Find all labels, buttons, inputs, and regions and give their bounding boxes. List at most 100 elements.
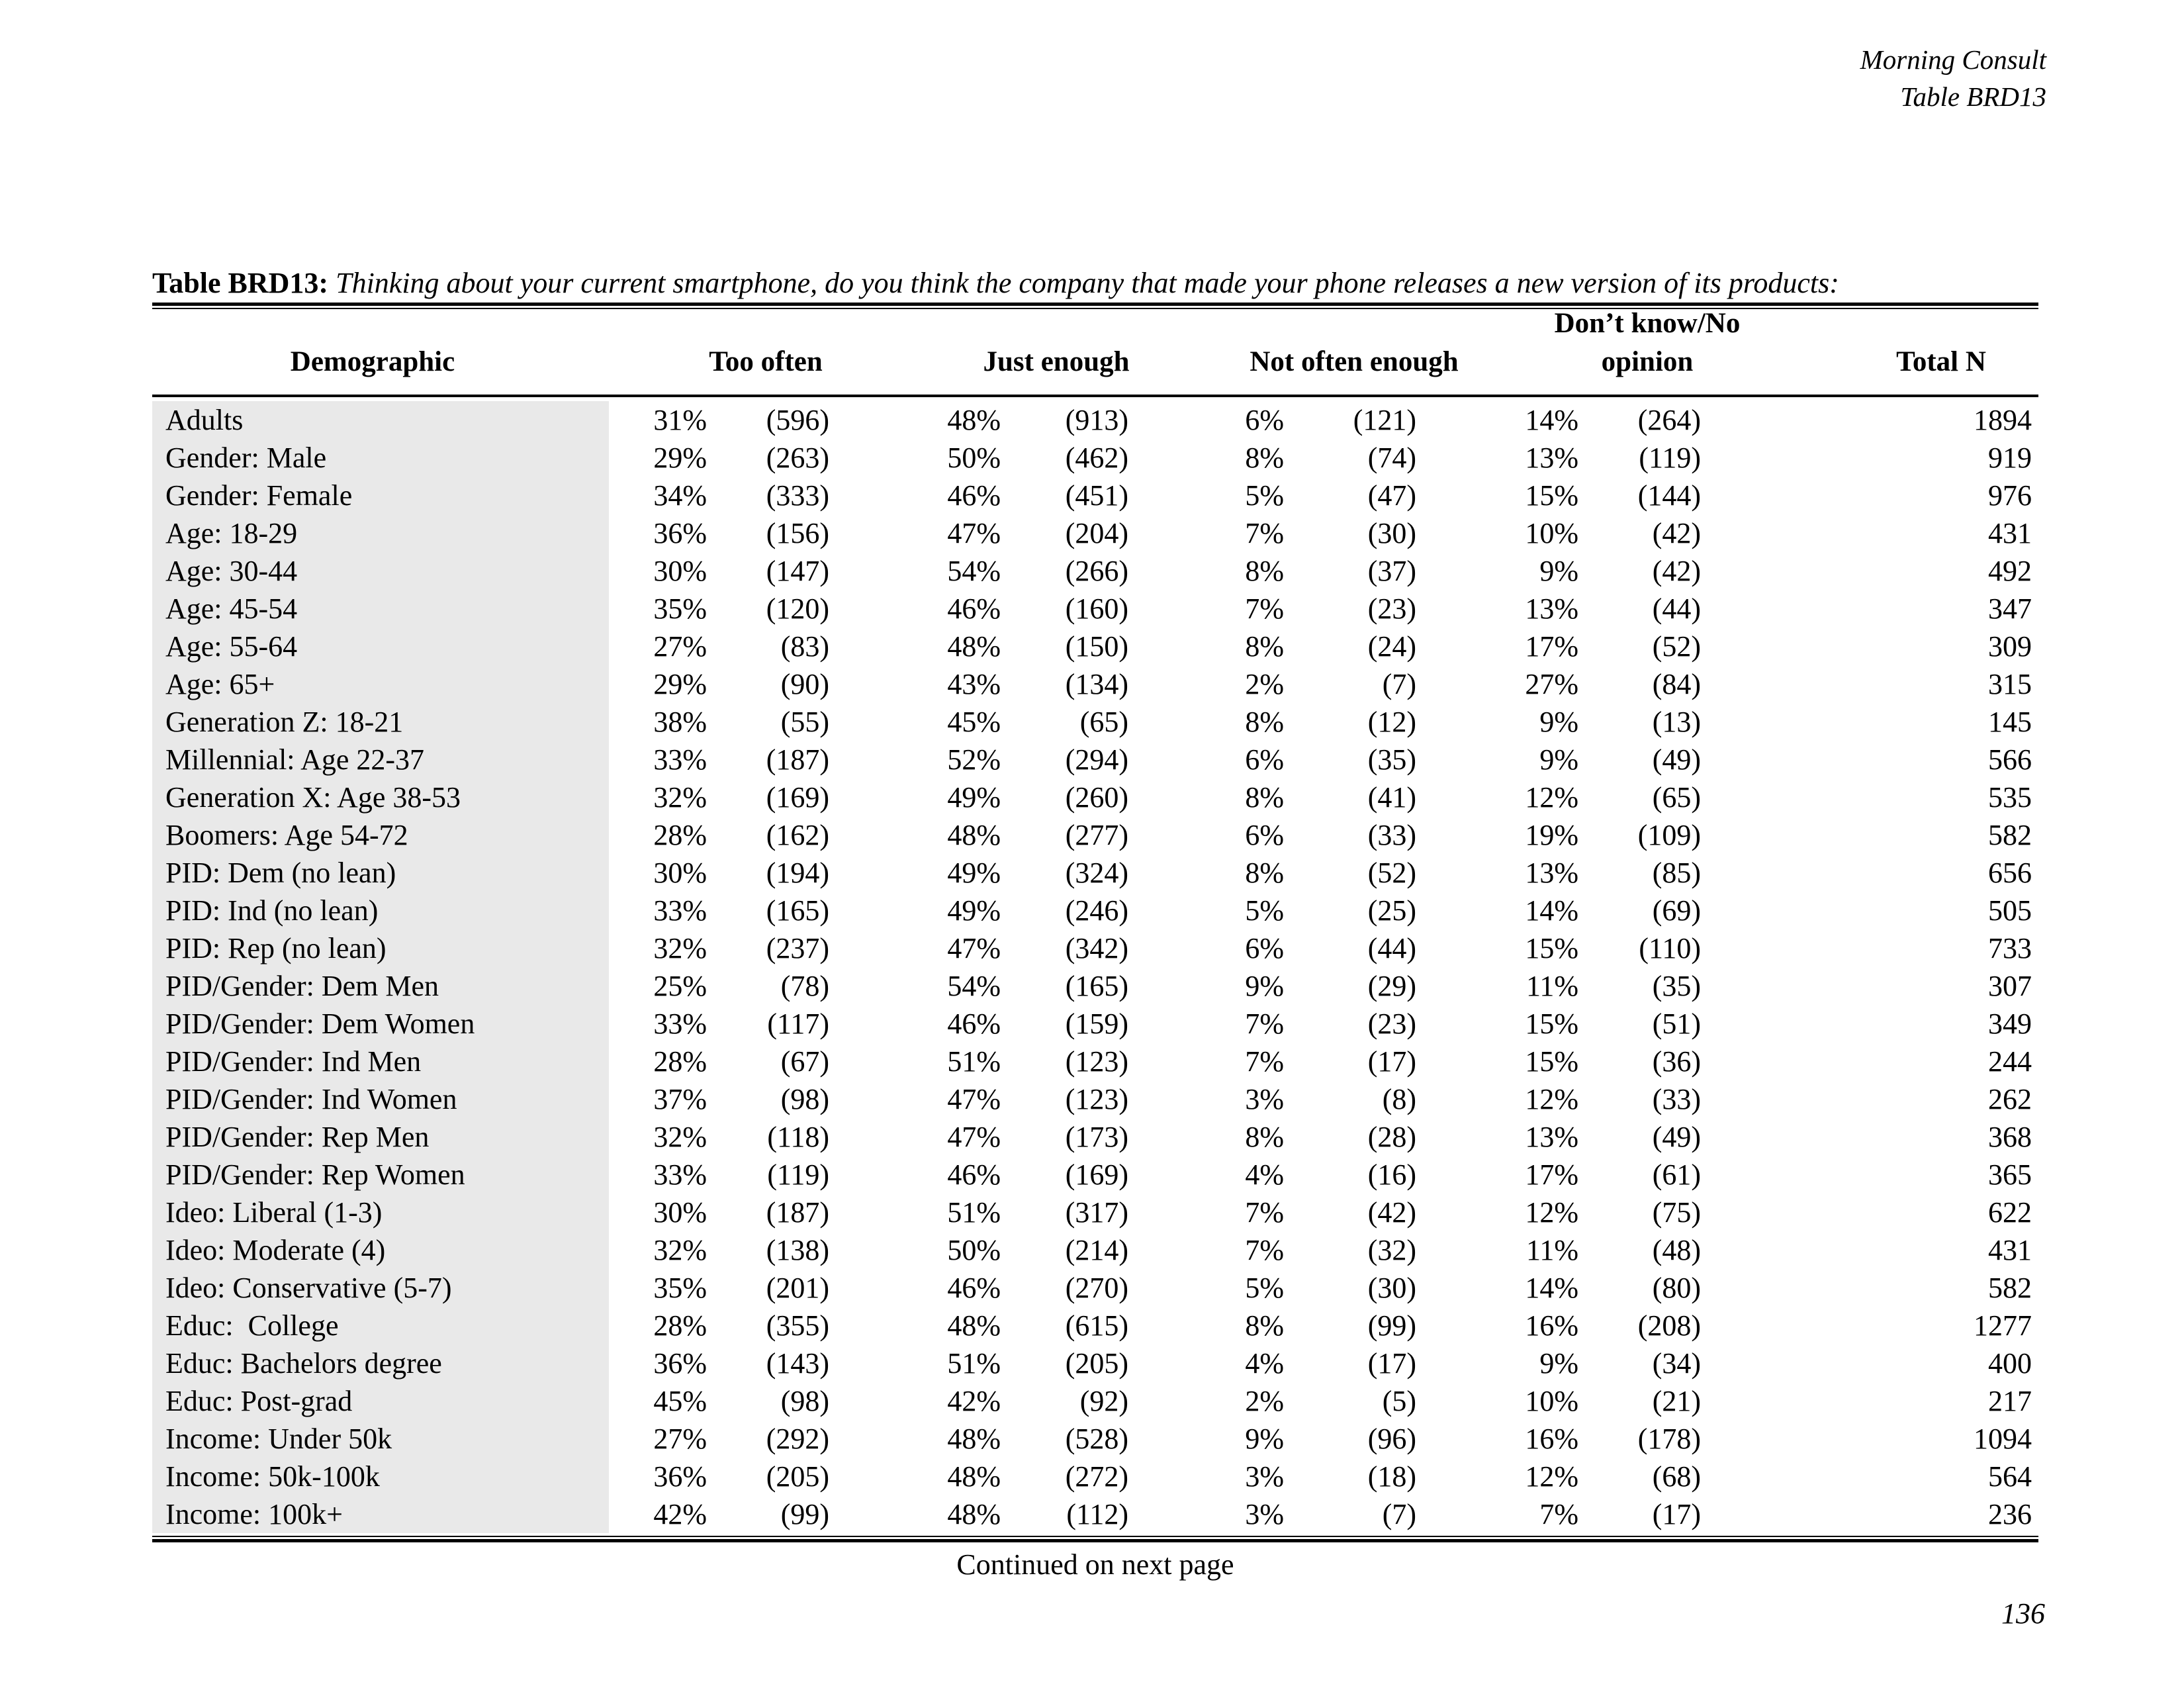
table-row: Boomers: Age 54-72 28% (162) 48% (277) 6… — [152, 816, 2038, 854]
row-just-enough-n: (272) — [1065, 1460, 1128, 1493]
row-too-often-n: (98) — [780, 1385, 829, 1417]
row-just-enough-pct: 51% — [947, 1196, 1001, 1229]
row-just-enough-n: (270) — [1065, 1272, 1128, 1304]
row-demographic: Age: 45-54 — [152, 590, 609, 628]
continued-note: Continued on next page — [956, 1548, 1234, 1581]
table-row: Ideo: Conservative (5-7) 35% (201) 46% (… — [152, 1269, 2038, 1307]
row-not-often-n: (47) — [1367, 479, 1416, 512]
row-dont-know-pct: 10% — [1525, 517, 1578, 549]
row-just-enough-n: (294) — [1065, 743, 1128, 776]
row-just-enough-pct: 46% — [947, 479, 1001, 512]
row-not-often-n: (7) — [1382, 1498, 1416, 1530]
row-demographic: Income: 100k+ — [152, 1495, 609, 1533]
row-total-n: 656 — [1988, 857, 2032, 889]
row-not-often-pct: 5% — [1245, 479, 1284, 512]
row-just-enough-n: (266) — [1065, 555, 1128, 587]
row-total-n: 368 — [1988, 1121, 2032, 1153]
row-demographic: PID/Gender: Ind Men — [152, 1043, 609, 1080]
row-dont-know-pct: 16% — [1525, 1423, 1578, 1455]
row-dont-know-pct: 19% — [1525, 819, 1578, 851]
row-just-enough-n: (342) — [1065, 932, 1128, 964]
row-not-often-n: (7) — [1382, 668, 1416, 700]
table-row: Income: 50k-100k 36% (205) 48% (272) 3% … — [152, 1458, 2038, 1495]
row-just-enough-n: (324) — [1065, 857, 1128, 889]
bottom-rule-thin — [152, 1536, 2038, 1537]
row-just-enough-pct: 51% — [947, 1347, 1001, 1380]
row-demographic: Millennial: Age 22-37 — [152, 741, 609, 778]
row-dont-know-pct: 9% — [1539, 743, 1578, 776]
row-dont-know-pct: 7% — [1539, 1498, 1578, 1530]
row-not-often-n: (121) — [1353, 404, 1416, 436]
row-not-often-pct: 5% — [1245, 894, 1284, 927]
row-not-often-n: (24) — [1367, 630, 1416, 663]
row-too-often-n: (292) — [766, 1423, 829, 1455]
row-too-often-n: (120) — [766, 592, 829, 625]
row-just-enough-n: (214) — [1065, 1234, 1128, 1266]
row-not-often-pct: 4% — [1245, 1158, 1284, 1191]
row-just-enough-pct: 48% — [947, 1309, 1001, 1342]
table-row: PID/Gender: Dem Women 33% (117) 46% (159… — [152, 1005, 2038, 1043]
row-total-n: 145 — [1988, 706, 2032, 738]
row-total-n: 262 — [1988, 1083, 2032, 1115]
row-too-often-n: (194) — [766, 857, 829, 889]
row-just-enough-n: (277) — [1065, 819, 1128, 851]
row-total-n: 976 — [1988, 479, 2032, 512]
row-just-enough-pct: 54% — [947, 555, 1001, 587]
row-not-often-pct: 8% — [1245, 1309, 1284, 1342]
row-not-often-pct: 9% — [1245, 970, 1284, 1002]
row-demographic: Ideo: Liberal (1-3) — [152, 1194, 609, 1231]
row-not-often-n: (17) — [1367, 1045, 1416, 1078]
row-just-enough-n: (246) — [1065, 894, 1128, 927]
row-total-n: 733 — [1988, 932, 2032, 964]
row-not-often-n: (12) — [1367, 706, 1416, 738]
row-not-often-n: (74) — [1367, 442, 1416, 474]
row-just-enough-pct: 48% — [947, 819, 1001, 851]
row-total-n: 315 — [1988, 668, 2032, 700]
row-demographic: Boomers: Age 54-72 — [152, 816, 609, 854]
row-too-often-pct: 30% — [653, 555, 707, 587]
row-not-often-pct: 5% — [1245, 1272, 1284, 1304]
row-dont-know-n: (17) — [1652, 1498, 1701, 1530]
row-too-often-n: (355) — [766, 1309, 829, 1342]
row-dont-know-pct: 13% — [1525, 592, 1578, 625]
row-just-enough-pct: 42% — [947, 1385, 1001, 1417]
row-total-n: 1277 — [1974, 1309, 2032, 1342]
row-dont-know-n: (65) — [1652, 781, 1701, 814]
row-not-often-n: (23) — [1367, 592, 1416, 625]
row-dont-know-n: (85) — [1652, 857, 1701, 889]
header-rule — [152, 395, 2038, 397]
row-not-often-n: (30) — [1367, 517, 1416, 549]
row-just-enough-pct: 48% — [947, 404, 1001, 436]
table-title: Table BRD13: Thinking about your current… — [152, 266, 2085, 300]
row-too-often-pct: 45% — [653, 1385, 707, 1417]
col-header-just-enough: Just enough — [983, 346, 1130, 377]
page-header-right: Morning Consult Table BRD13 — [1860, 41, 2046, 115]
table-row: Gender: Male 29% (263) 50% (462) 8% (74)… — [152, 439, 2038, 477]
row-just-enough-n: (160) — [1065, 592, 1128, 625]
row-dont-know-n: (36) — [1652, 1045, 1701, 1078]
row-too-often-pct: 29% — [653, 442, 707, 474]
row-just-enough-pct: 47% — [947, 517, 1001, 549]
row-just-enough-n: (150) — [1065, 630, 1128, 663]
row-dont-know-n: (42) — [1652, 517, 1701, 549]
row-not-often-pct: 8% — [1245, 555, 1284, 587]
row-too-often-pct: 32% — [653, 932, 707, 964]
row-too-often-n: (169) — [766, 781, 829, 814]
table-row: Age: 18-29 36% (156) 47% (204) 7% (30) 1… — [152, 514, 2038, 552]
row-too-often-n: (90) — [780, 668, 829, 700]
row-dont-know-pct: 15% — [1525, 479, 1578, 512]
row-dont-know-pct: 14% — [1525, 404, 1578, 436]
table-row: Educ: College 28% (355) 48% (615) 8% (99… — [152, 1307, 2038, 1344]
row-dont-know-pct: 11% — [1525, 1234, 1578, 1266]
row-not-often-n: (25) — [1367, 894, 1416, 927]
table-row: Generation Z: 18-21 38% (55) 45% (65) 8%… — [152, 703, 2038, 741]
row-not-often-n: (16) — [1367, 1158, 1416, 1191]
row-dont-know-pct: 15% — [1525, 932, 1578, 964]
row-too-often-n: (138) — [766, 1234, 829, 1266]
row-too-often-n: (237) — [766, 932, 829, 964]
row-not-often-n: (35) — [1367, 743, 1416, 776]
row-dont-know-n: (49) — [1652, 1121, 1701, 1153]
row-too-often-pct: 27% — [653, 1423, 707, 1455]
row-too-often-pct: 35% — [653, 1272, 707, 1304]
